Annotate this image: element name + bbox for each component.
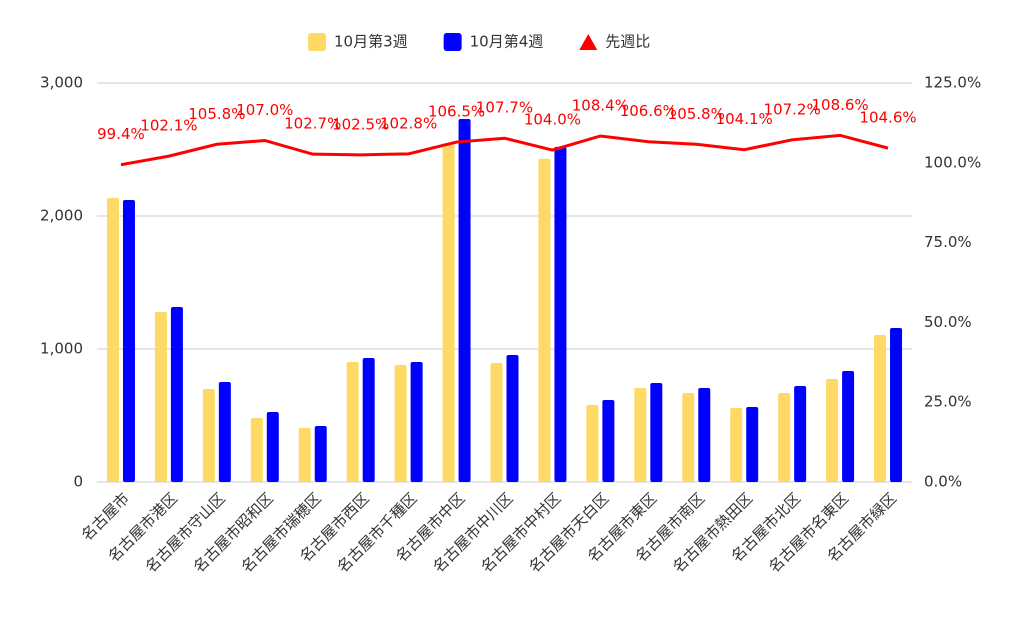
data-label: 106.5%: [428, 103, 485, 121]
bar: [202, 389, 215, 482]
bar: [490, 362, 503, 482]
line: [120, 133, 889, 167]
y2-tick-label: 125.0%: [924, 74, 981, 92]
bar: [506, 354, 519, 482]
data-label: 105.8%: [668, 105, 725, 123]
bar: [362, 358, 375, 482]
bar: [106, 198, 119, 483]
bar: [442, 142, 455, 482]
bar: [682, 393, 695, 482]
bar: [314, 426, 327, 482]
bar: [346, 362, 359, 482]
legend-label: 先週比: [605, 33, 650, 51]
bar: [826, 379, 839, 482]
bar: [602, 399, 615, 482]
data-label: 107.0%: [236, 101, 293, 119]
data-label: 104.6%: [859, 109, 916, 127]
y2-tick-label: 0.0%: [924, 473, 962, 491]
bar: [794, 385, 807, 482]
bar: [698, 387, 711, 482]
bar: [634, 387, 647, 482]
data-label: 107.7%: [476, 99, 533, 117]
legend-item: 10月第3週: [308, 33, 408, 51]
legend-item: 先週比: [579, 33, 650, 51]
bar: [554, 146, 567, 482]
bar: [458, 119, 471, 482]
data-label: 102.8%: [380, 114, 437, 132]
data-label: 99.4%: [97, 125, 145, 143]
bar: [298, 428, 311, 482]
y-tick-label: 2,000: [40, 207, 83, 225]
data-label: 102.5%: [332, 115, 389, 133]
bar: [586, 404, 599, 482]
data-label: 104.1%: [716, 110, 773, 128]
bar: [170, 306, 183, 482]
bar: [250, 418, 263, 482]
data-label: 108.4%: [572, 96, 629, 114]
bar: [122, 200, 135, 483]
y-tick-label: 1,000: [40, 340, 83, 358]
bar: [266, 412, 279, 482]
bar: [778, 393, 791, 482]
legend-swatch: [579, 34, 598, 50]
data-label: 102.1%: [140, 117, 197, 135]
data-label: 105.8%: [188, 105, 245, 123]
bar: [218, 381, 231, 482]
y-tick-label: 3,000: [40, 74, 83, 92]
legend-swatch: [308, 33, 326, 51]
legend-item: 10月第4週: [443, 33, 544, 51]
data-label: 108.6%: [811, 96, 868, 114]
y2-tick-label: 100.0%: [924, 153, 981, 171]
bar: [410, 362, 423, 482]
y2-tick-label: 50.0%: [924, 313, 972, 331]
bar: [154, 312, 167, 482]
legend-label: 10月第3週: [334, 33, 408, 51]
data-label: 107.2%: [764, 100, 821, 118]
bar: [842, 370, 855, 482]
bar: [650, 383, 663, 482]
legend-label: 10月第4週: [470, 33, 544, 51]
bar: [538, 158, 551, 482]
y2-tick-label: 75.0%: [924, 233, 972, 251]
bar: [730, 408, 743, 482]
bar: [874, 335, 887, 482]
data-label: 102.7%: [284, 115, 341, 133]
data-label: 106.6%: [620, 102, 677, 120]
bar: [890, 327, 903, 482]
legend-swatch: [443, 33, 462, 51]
y-tick-label: 0: [73, 473, 83, 491]
bar: [394, 364, 407, 482]
bar: [746, 406, 759, 482]
y2-tick-label: 25.0%: [924, 393, 972, 411]
data-label: 104.0%: [524, 111, 581, 129]
